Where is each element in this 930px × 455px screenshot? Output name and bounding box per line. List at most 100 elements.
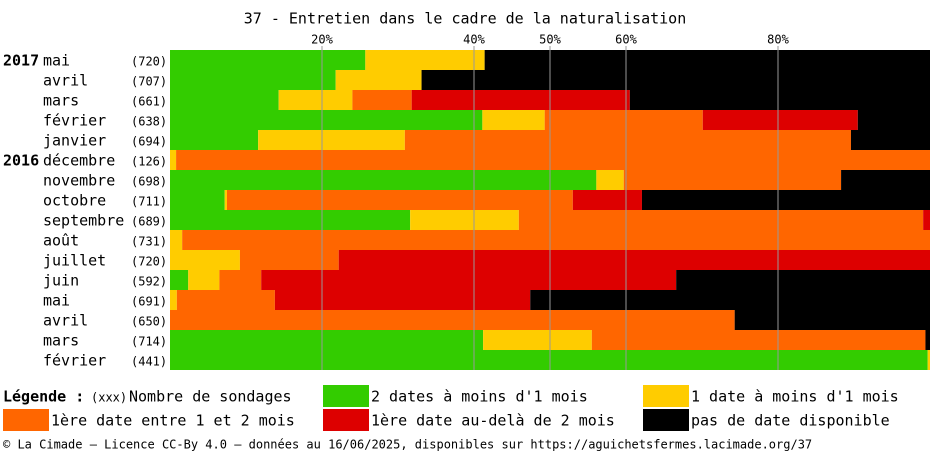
y-tick-label: mars <box>43 332 79 350</box>
legend-label: pas de date disponible <box>691 412 890 430</box>
bar-segment <box>170 210 411 230</box>
bar-segment <box>484 50 930 70</box>
bar-segment <box>591 330 926 350</box>
count-label: (441) <box>131 355 167 369</box>
legend-label: 1 date à moins d'1 mois <box>691 388 899 406</box>
bar-segment <box>623 170 842 190</box>
legend-swatch <box>3 409 49 431</box>
bar-segment <box>676 270 930 290</box>
count-label: (694) <box>131 135 167 149</box>
legend-swatch <box>643 409 689 431</box>
y-tick-label: novembre <box>43 172 115 190</box>
y-tick-label: mars <box>43 92 79 110</box>
bar-segment <box>170 50 366 70</box>
count-label: (661) <box>131 95 167 109</box>
y-tick-label: juin <box>43 272 79 290</box>
bar-segment <box>923 210 930 230</box>
bar-segment <box>596 170 624 190</box>
y-tick-label: août <box>43 232 79 250</box>
bar-segment <box>629 90 930 110</box>
legend-label: 1ère date au-delà de 2 mois <box>371 412 615 430</box>
x-tick-label: 40% <box>463 33 485 47</box>
bar-segment <box>239 250 339 270</box>
year-label: 2017 <box>3 52 39 70</box>
y-tick-label: janvier <box>43 132 106 150</box>
bar-segment <box>258 130 405 150</box>
x-tick-label: 50% <box>539 33 561 47</box>
bar-segment <box>483 330 592 350</box>
bar-segment <box>411 90 630 110</box>
bar-segment <box>261 270 677 290</box>
x-tick-label: 60% <box>615 33 637 47</box>
y-tick-label: avril <box>43 312 88 330</box>
bar-segment <box>219 270 262 290</box>
bar-segment <box>404 130 851 150</box>
legend-swatch <box>323 409 369 431</box>
legend-title: Légende : <box>3 388 84 406</box>
bar-segment <box>170 190 225 210</box>
legend-count-sample: (xxx) <box>91 391 127 405</box>
count-label: (698) <box>131 175 167 189</box>
bar-segment <box>170 70 336 90</box>
bar-segment <box>170 230 183 250</box>
bar-segment <box>170 110 483 130</box>
bar-segment <box>227 190 573 210</box>
bar-segment <box>170 150 177 170</box>
y-tick-label: octobre <box>43 192 106 210</box>
bar-segment <box>702 110 858 130</box>
bar-segment <box>421 70 930 90</box>
year-label: 2016 <box>3 152 39 170</box>
bar-segment <box>224 190 227 210</box>
count-label: (711) <box>131 195 167 209</box>
bar-segment <box>278 90 353 110</box>
bar-segment <box>927 350 930 370</box>
legend-label: 2 dates à moins d'1 mois <box>371 388 588 406</box>
count-label: (650) <box>131 315 167 329</box>
bar-segment <box>176 150 930 170</box>
bar-segment <box>518 210 924 230</box>
bar-segment <box>170 330 484 350</box>
y-tick-label: février <box>43 352 106 370</box>
bar-segment <box>170 310 735 330</box>
bar-segment <box>338 250 930 270</box>
bar-segment <box>365 50 485 70</box>
chart-title: 37 - Entretien dans le cadre de la natur… <box>244 10 687 28</box>
bar-segment <box>641 190 930 210</box>
x-tick-label: 80% <box>767 33 789 47</box>
bar-segment <box>335 70 422 90</box>
count-label: (126) <box>131 155 167 169</box>
y-tick-label: septembre <box>43 212 124 230</box>
y-tick-label: février <box>43 112 106 130</box>
count-label: (707) <box>131 75 167 89</box>
y-tick-label: avril <box>43 72 88 90</box>
bar-segment <box>170 170 597 190</box>
count-label: (592) <box>131 275 167 289</box>
count-label: (731) <box>131 235 167 249</box>
count-label: (691) <box>131 295 167 309</box>
bar-segment <box>544 110 703 130</box>
bar-segment <box>176 290 275 310</box>
legend-label: 1ère date entre 1 et 2 mois <box>51 412 295 430</box>
bar-segment <box>841 170 930 190</box>
bar-segment <box>170 130 259 150</box>
legend-swatch <box>323 385 369 407</box>
footer: © La Cimade — Licence CC-By 4.0 — donnée… <box>3 438 812 452</box>
bar-segment <box>352 90 412 110</box>
bar-segment <box>170 290 177 310</box>
bar-segment <box>170 270 189 290</box>
y-tick-label: juillet <box>43 252 106 270</box>
bar-segment <box>925 330 930 350</box>
bar-segment <box>530 290 930 310</box>
count-label: (714) <box>131 335 167 349</box>
bar-segment <box>170 90 279 110</box>
count-label: (689) <box>131 215 167 229</box>
count-label: (720) <box>131 55 167 69</box>
y-tick-label: mai <box>43 52 70 70</box>
bar-segment <box>857 110 930 130</box>
bar-segment <box>410 210 519 230</box>
y-tick-label: décembre <box>43 152 115 170</box>
bar-segment <box>170 350 928 370</box>
count-label: (638) <box>131 115 167 129</box>
legend-count-label: Nombre de sondages <box>129 388 292 406</box>
bar-segment <box>734 310 930 330</box>
